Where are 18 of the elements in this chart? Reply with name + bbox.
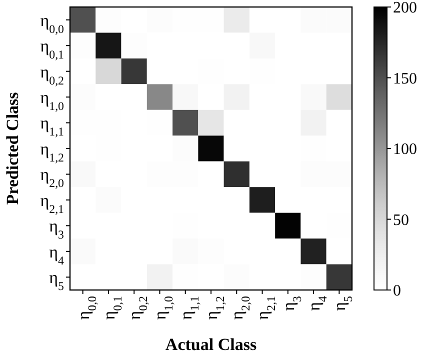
y-tick-label: η$_{0,1}$ xyxy=(40,36,64,62)
y-tick-label: η$_{1,0}$ xyxy=(40,88,64,113)
y-tick-label: η$_{0,0}$ xyxy=(40,10,64,36)
y-tick-label: η$_{3}$ xyxy=(49,216,64,242)
color-bar-label: 200 xyxy=(393,0,417,17)
y-tick-label: η$_{1,1}$ xyxy=(40,114,64,139)
y-tick-label: η$_{2,0}$ xyxy=(40,165,64,190)
y-tick-label: η$_{0,2}$ xyxy=(40,62,64,88)
y-tick-label: η$_{5}$ xyxy=(49,268,64,294)
color-bar-label: 100 xyxy=(393,141,417,158)
y-tick-label: η$_{4}$ xyxy=(49,242,64,268)
y-tick-label: η$_{1,2}$ xyxy=(40,139,64,164)
color-bar-label: 150 xyxy=(393,70,417,88)
y-axis-title: Predicted Class xyxy=(3,92,22,205)
color-bar-label: 0 xyxy=(393,282,401,300)
x-axis-title: Actual Class xyxy=(165,335,257,354)
color-bar-label: 50 xyxy=(393,212,409,229)
y-tick-label: η$_{2,1}$ xyxy=(40,190,64,216)
